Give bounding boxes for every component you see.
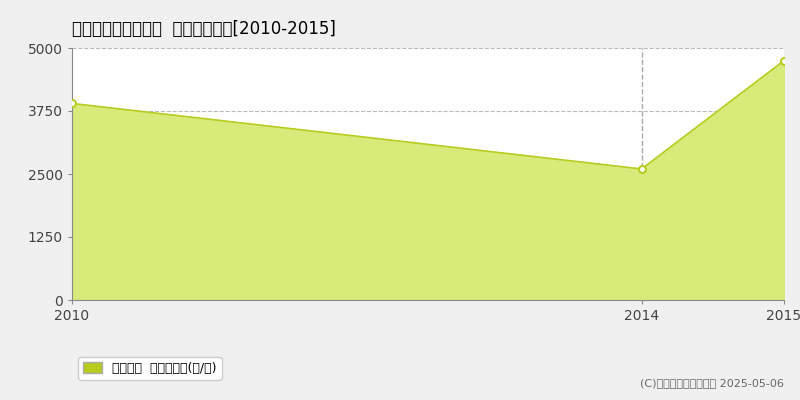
Text: 双葉郡楢葉町下繁岡  林地価格推移[2010-2015]: 双葉郡楢葉町下繁岡 林地価格推移[2010-2015] (72, 20, 336, 38)
Legend: 林地価格  平均坪単価(円/坪): 林地価格 平均坪単価(円/坪) (78, 357, 222, 380)
Text: (C)土地価格ドットコム 2025-05-06: (C)土地価格ドットコム 2025-05-06 (640, 378, 784, 388)
